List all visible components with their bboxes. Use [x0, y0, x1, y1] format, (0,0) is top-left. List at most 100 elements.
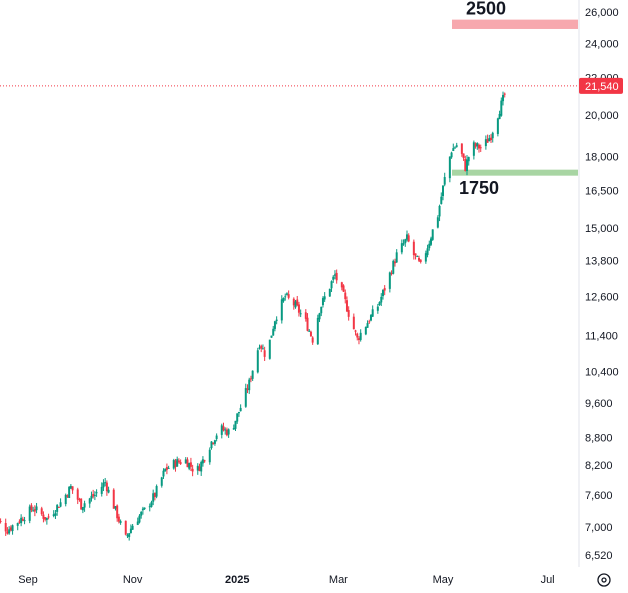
candle-up	[400, 243, 403, 253]
candle-down	[124, 520, 127, 535]
candle-down	[347, 310, 350, 317]
candle-down	[71, 486, 74, 491]
candle-up	[366, 323, 369, 328]
candle-down	[203, 460, 206, 462]
candle-down	[490, 137, 493, 141]
candle-down	[462, 153, 465, 159]
candle-up	[376, 306, 379, 311]
candle-up	[68, 486, 71, 498]
candle-up	[369, 315, 372, 321]
candle-down	[44, 517, 47, 520]
candle-down	[92, 494, 95, 497]
candle-up	[502, 95, 505, 102]
candle-up	[323, 296, 326, 300]
candle-down	[479, 147, 482, 149]
candle-down	[21, 518, 24, 521]
candle-up	[299, 313, 302, 315]
candle-up	[155, 486, 158, 497]
candle-up	[59, 502, 62, 507]
candle-down	[342, 285, 345, 292]
candle-up	[472, 142, 475, 156]
candle-up	[143, 507, 146, 510]
x-tick-label: Mar	[329, 574, 348, 586]
candle-up	[131, 525, 134, 530]
candle-up	[102, 482, 105, 488]
candle-down	[78, 499, 81, 501]
candle-down	[503, 93, 506, 95]
candle-down	[412, 241, 415, 256]
candle-up	[107, 489, 110, 493]
candle-up	[81, 507, 84, 511]
candle-up	[128, 533, 131, 538]
candle-down	[260, 345, 263, 349]
candle-up	[90, 495, 93, 499]
candle-down	[345, 300, 348, 312]
candle-up	[152, 493, 155, 502]
candle-up	[380, 296, 383, 303]
candle-down	[179, 462, 182, 464]
candle-up	[224, 429, 227, 431]
candle-up	[328, 288, 331, 297]
candle-up	[148, 506, 151, 508]
candle-down	[153, 492, 156, 498]
y-tick-label: 15,000	[585, 223, 619, 235]
candle-up	[136, 521, 139, 525]
candle-up	[261, 348, 264, 350]
candle-up	[52, 514, 55, 517]
candle-up	[208, 449, 211, 463]
candle-up	[236, 413, 239, 422]
settings-icon[interactable]	[597, 573, 611, 587]
candle-up	[371, 309, 374, 317]
candle-down	[174, 460, 177, 468]
candle-down	[177, 460, 180, 463]
candle-up	[330, 281, 333, 289]
candle-down	[486, 139, 489, 143]
candle-down	[30, 505, 33, 511]
candle-up	[431, 229, 434, 240]
candle-down	[306, 317, 309, 331]
candle-down	[186, 459, 189, 468]
candle-up	[404, 239, 407, 244]
candle-up	[275, 319, 278, 321]
candle-up	[258, 347, 261, 349]
candle-down	[287, 294, 290, 298]
candle-up	[321, 298, 324, 306]
candle-up	[466, 159, 469, 172]
candle-up	[378, 302, 381, 305]
y-tick-label: 24,000	[585, 38, 619, 50]
candle-down	[393, 261, 396, 264]
candle-down	[212, 442, 215, 444]
x-axis: Sep Nov 2025 Mar May Jul	[18, 574, 554, 586]
candle-up	[23, 520, 26, 522]
candle-up	[88, 498, 91, 504]
candle-up	[467, 157, 470, 162]
candle-down	[357, 338, 360, 340]
target-zone-2500	[452, 19, 578, 29]
candle-up	[11, 525, 14, 532]
candle-up	[114, 506, 117, 509]
candle-down	[407, 235, 410, 242]
candle-up	[244, 388, 247, 407]
candle-up	[237, 411, 240, 414]
candle-down	[0, 521, 2, 523]
candle-up	[220, 425, 223, 435]
candle-down	[309, 331, 312, 337]
candle-up	[308, 330, 311, 332]
candle-up	[95, 492, 98, 494]
candle-up	[476, 142, 479, 147]
y-axis: 26,00024,00022,00020,00018,00016,50015,0…	[578, 0, 619, 567]
candle-down	[191, 468, 194, 472]
candle-up	[424, 253, 427, 262]
candle-up	[498, 113, 501, 120]
y-tick-label: 7,000	[585, 522, 613, 534]
candle-up	[188, 463, 191, 469]
candle-up	[215, 435, 218, 439]
candle-up	[140, 511, 143, 516]
y-tick-label: 20,000	[585, 110, 619, 122]
y-tick-label: 16,500	[585, 186, 619, 198]
candle-down	[225, 429, 228, 436]
candle-up	[442, 185, 444, 197]
candle-down	[417, 257, 420, 261]
candle-up	[282, 298, 285, 302]
